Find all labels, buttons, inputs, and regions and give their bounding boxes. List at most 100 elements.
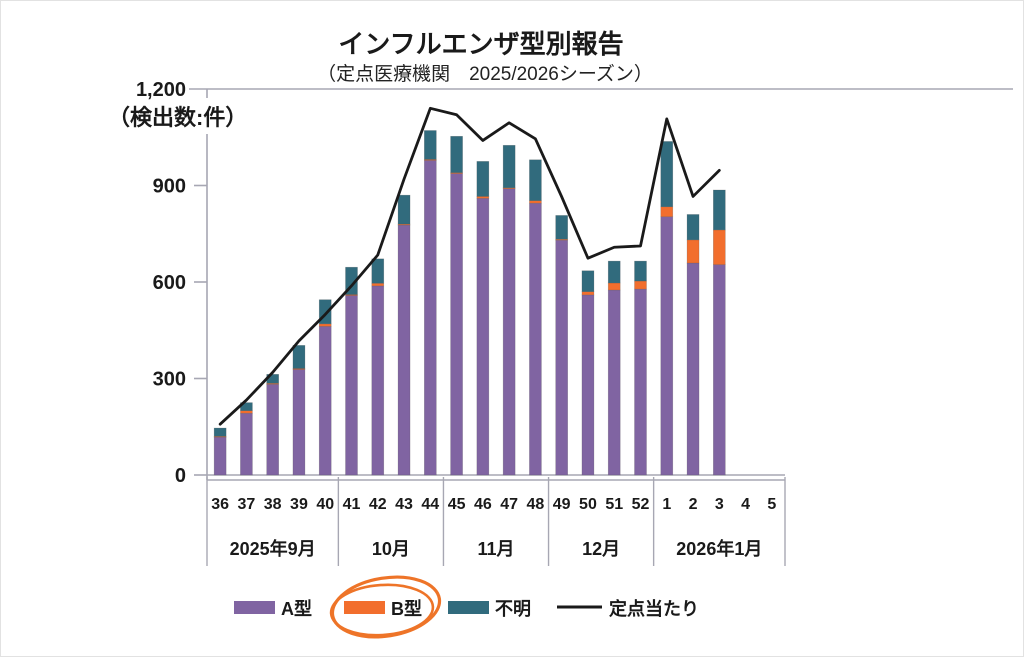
bar-segment-week-36 [213,427,227,437]
week-label: 42 [369,496,387,513]
bar-segment-week-46 [476,161,490,197]
bar-segment-week-52 [634,260,647,282]
bar-segment-week-1 [660,206,674,218]
week-label: 40 [316,496,334,513]
bar-segment-week-43 [397,194,411,225]
week-label: 39 [290,496,308,513]
week-label: 5 [767,496,776,513]
legend-swatch-type-a [234,601,275,614]
bar-segment-week-3 [713,229,726,265]
y-tick-label: 0 [175,465,186,487]
legend-swatch-unknown [448,601,489,614]
y-axis-unit-label: （検出数:件） [108,105,247,130]
bar-segment-week-40 [318,323,332,327]
bar-segment-week-39 [292,345,306,369]
month-label: 2026年1月 [676,538,762,559]
bar-segment-week-49 [555,215,568,240]
week-label: 45 [448,496,466,513]
legend-label-type-a: A型 [281,598,312,619]
month-label: 11月 [477,539,514,559]
week-label: 48 [527,496,545,513]
bar-segment-week-45 [450,173,463,476]
legend-label-type-b: B型 [391,598,422,619]
week-label: 3 [715,496,724,513]
week-label: 37 [238,496,256,513]
bar-segment-week-43 [397,224,411,476]
y-tick-label: 600 [153,272,186,294]
y-tick-label: 1,200 [136,79,186,101]
hand-drawn-circle-inner [329,583,435,637]
bar-segment-week-37 [240,412,253,476]
bar-segment-week-37 [240,410,253,414]
week-label: 41 [343,496,361,513]
bar-segment-week-51 [607,282,621,291]
week-label: 36 [211,496,229,513]
bar-segment-week-2 [686,262,700,476]
bar-segment-week-50 [581,294,595,476]
chart-subtitle: （定点医療機関 2025/2026シーズン） [317,63,653,85]
bar-segment-week-47 [502,188,516,476]
legend-label-unknown: 不明 [495,599,531,619]
bar-segment-week-42 [371,282,385,287]
bar-segment-week-51 [607,260,621,284]
week-label: 51 [605,496,623,513]
bar-segment-week-51 [607,289,621,476]
bar-segment-week-48 [529,159,542,201]
week-label: 4 [741,496,750,513]
per-sentinel-line [218,106,721,426]
bar-segment-week-47 [502,144,516,189]
week-label: 43 [395,496,413,513]
month-label: 2025年9月 [230,538,316,559]
bar-segment-week-40 [318,326,332,476]
bar-segment-week-42 [371,258,385,284]
bar-segment-week-48 [529,200,542,204]
bar-segment-week-2 [686,214,700,241]
bar-segment-week-39 [292,369,306,476]
y-tick-label: 300 [153,369,186,391]
y-tick-label: 900 [153,176,186,198]
bar-segment-week-45 [450,135,463,173]
bar-segment-week-49 [555,239,568,476]
week-label: 2 [689,496,698,513]
week-label: 49 [553,496,571,513]
week-label: 1 [662,496,671,513]
week-label: 47 [500,496,518,513]
bar-segment-week-3 [713,264,726,476]
bar-segment-week-36 [213,436,227,476]
week-label: 44 [421,496,439,513]
bar-segment-week-43 [397,223,411,226]
legend: A型 B型 不明 定点当たり [234,575,699,639]
bar-segment-week-50 [581,270,595,292]
bar-segment-week-48 [529,202,542,476]
bar-segment-week-46 [476,198,490,476]
legend-label-per-sentinel: 定点当たり [609,598,699,619]
bar-segment-week-50 [581,291,595,296]
bar-segment-week-1 [660,141,674,208]
week-label: 50 [579,496,597,513]
bar-segment-week-44 [424,160,437,476]
bar-segment-week-1 [660,216,674,476]
bar-segment-week-3 [713,189,726,231]
week-label: 38 [264,496,282,513]
month-label: 10月 [372,539,410,559]
bar-segment-week-52 [634,280,647,290]
legend-swatch-type-b [344,601,385,614]
week-label: 46 [474,496,492,513]
bar-segment-week-38 [266,383,279,385]
bar-segment-week-38 [266,383,279,476]
chart-title: インフルエンザ型別報告 [338,29,623,59]
legend-annotation-ellipse [329,575,442,639]
bar-segment-week-49 [555,238,568,241]
bar-segment-week-44 [424,130,437,160]
bars-layer [213,130,726,476]
bar-segment-week-2 [686,239,700,264]
bar-segment-week-52 [634,288,647,476]
week-label: 52 [632,496,650,513]
bar-segment-week-42 [371,285,385,476]
bar-segment-week-41 [345,295,358,476]
bar-segment-week-44 [424,159,437,161]
month-label: 12月 [582,539,620,559]
